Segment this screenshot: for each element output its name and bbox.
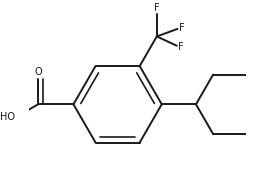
Text: F: F	[179, 23, 184, 33]
Text: F: F	[178, 42, 184, 52]
Text: O: O	[34, 67, 42, 77]
Text: HO: HO	[0, 112, 15, 122]
Text: F: F	[154, 3, 160, 13]
